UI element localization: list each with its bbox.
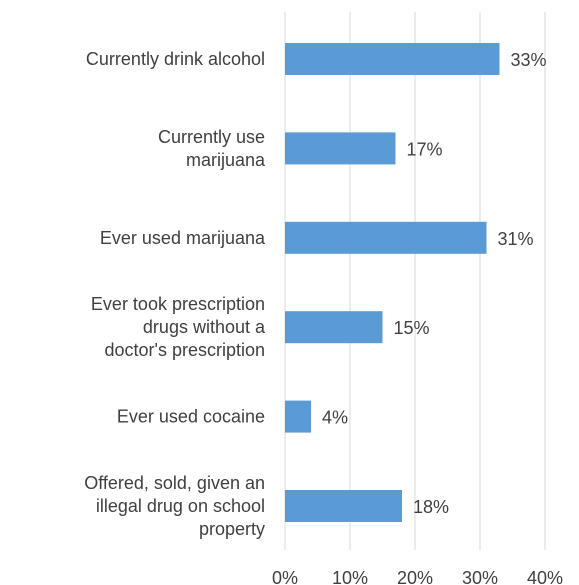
bars — [285, 43, 500, 522]
category-label: Currently drink alcohol — [86, 49, 265, 69]
category-label-line: property — [199, 519, 265, 539]
category-label-line: Ever took prescription — [91, 294, 265, 314]
x-tick-label: 30% — [462, 568, 498, 585]
bar — [285, 311, 383, 344]
category-label-line: doctor's prescription — [104, 340, 265, 360]
x-tick-label: 40% — [527, 568, 563, 585]
category-label: Currently use marijuana — [158, 127, 266, 170]
bar — [285, 43, 500, 75]
category-label-line: Offered, sold, given an — [84, 473, 265, 493]
bar — [285, 221, 487, 254]
gridlines — [284, 12, 546, 550]
category-label-line: Currently use — [158, 127, 265, 147]
data-label: 31% — [498, 229, 534, 249]
category-labels: Currently drink alcohol Currently use mari… — [84, 49, 266, 539]
x-axis-tick-labels: 0% 10% 20% 30% 40% — [272, 568, 563, 585]
x-tick-label: 10% — [332, 568, 368, 585]
category-label-line: Currently drink alcohol — [86, 49, 265, 69]
category-label: Ever took prescription drugs without a doc… — [91, 294, 266, 360]
data-label: 33% — [511, 50, 547, 70]
data-label: 18% — [413, 497, 449, 517]
category-label-line: marijuana — [186, 150, 266, 170]
data-label: 15% — [394, 318, 430, 338]
category-label-line: Ever used cocaine — [117, 407, 265, 427]
bar — [285, 400, 311, 433]
data-label: 4% — [322, 408, 348, 428]
x-tick-label: 0% — [272, 568, 298, 585]
data-labels: 33% 17% 31% 15% 4% 18% — [322, 50, 547, 517]
category-label: Ever used marijuana — [100, 228, 266, 248]
category-label-line: Ever used marijuana — [100, 228, 266, 248]
category-label: Ever used cocaine — [117, 407, 265, 427]
data-label: 17% — [407, 139, 443, 159]
bar — [285, 490, 402, 522]
category-label-line: drugs without a — [143, 317, 266, 337]
category-label-line: illegal drug on school — [96, 496, 265, 516]
bar — [285, 132, 396, 165]
category-label: Offered, sold, given an illegal drug on s… — [84, 473, 265, 539]
x-tick-label: 20% — [397, 568, 433, 585]
